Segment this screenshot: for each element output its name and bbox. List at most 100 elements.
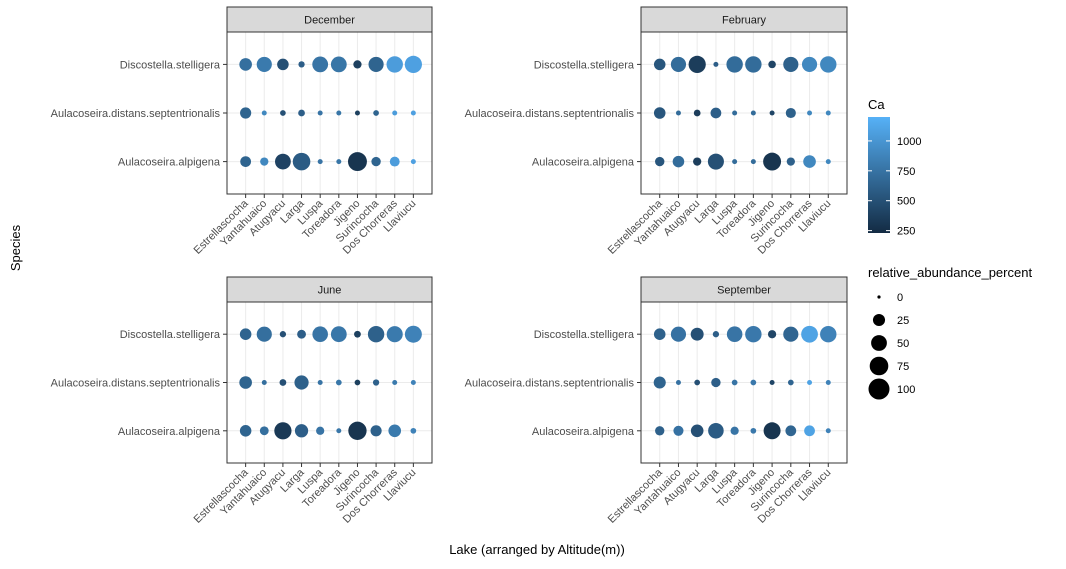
- data-point: [312, 56, 329, 73]
- y-tick-label: Aulacoseira.alpigena: [118, 157, 221, 169]
- data-point: [820, 326, 837, 343]
- data-point: [712, 331, 720, 338]
- data-point: [294, 375, 309, 390]
- data-point: [786, 157, 795, 166]
- size-legend-key: [877, 295, 881, 299]
- facet-title: February: [722, 15, 767, 27]
- y-tick-label: Aulacoseira.distans.septentrionalis: [51, 108, 221, 120]
- data-point: [745, 326, 762, 343]
- color-bar: [868, 117, 890, 233]
- y-tick-label: Aulacoseira.alpigena: [532, 426, 635, 438]
- data-point: [787, 379, 794, 386]
- data-point: [710, 107, 722, 119]
- y-axis-title: Species: [8, 224, 23, 271]
- data-point: [750, 427, 757, 434]
- data-point: [389, 156, 400, 167]
- data-point: [239, 58, 252, 71]
- data-point: [410, 427, 417, 434]
- data-point: [316, 426, 325, 435]
- data-point: [688, 55, 706, 74]
- data-point: [783, 326, 799, 342]
- data-point: [410, 110, 416, 116]
- data-point: [670, 56, 687, 72]
- color-bar-label: 250: [897, 226, 915, 238]
- data-point: [655, 426, 665, 436]
- facet-february: February Discostella.stelligera Aulacoseir…: [465, 6, 848, 257]
- data-point: [750, 110, 756, 116]
- data-point: [317, 159, 323, 165]
- data-point: [804, 425, 815, 437]
- data-point: [367, 326, 385, 343]
- data-point: [370, 425, 382, 437]
- data-point: [353, 60, 362, 69]
- data-point: [707, 153, 724, 170]
- data-point: [713, 61, 719, 67]
- data-point: [256, 326, 272, 342]
- data-point: [768, 60, 776, 69]
- y-tick-label: Aulacoseira.distans.septentrionalis: [465, 108, 635, 120]
- data-point: [371, 156, 381, 167]
- data-point: [745, 56, 762, 73]
- color-bar-label: 750: [897, 166, 915, 178]
- facet-strip: [226, 6, 433, 33]
- y-tick-label: Discostella.stelligera: [534, 329, 635, 341]
- data-point: [373, 110, 379, 116]
- data-point: [410, 380, 416, 385]
- color-bar-label: 500: [897, 196, 915, 208]
- data-point: [731, 379, 738, 386]
- data-point: [404, 55, 422, 74]
- data-point: [298, 61, 305, 68]
- data-point: [690, 424, 704, 438]
- facet-title: December: [304, 15, 355, 27]
- data-point: [820, 56, 837, 73]
- data-point: [240, 156, 252, 167]
- size-legend-key: [869, 356, 889, 376]
- data-point: [317, 380, 323, 385]
- data-point: [785, 425, 797, 437]
- data-point: [354, 330, 361, 338]
- data-point: [392, 380, 398, 385]
- data-point: [750, 159, 756, 165]
- data-point: [825, 428, 831, 434]
- data-point: [347, 152, 367, 172]
- y-tick-label: Discostella.stelligera: [120, 329, 221, 341]
- size-legend-label: 75: [897, 361, 909, 373]
- data-point: [388, 424, 402, 438]
- data-point: [312, 326, 328, 342]
- data-point: [708, 423, 724, 439]
- size-legend-key: [868, 378, 890, 400]
- data-point: [259, 426, 269, 436]
- size-legend-label: 100: [897, 384, 915, 396]
- data-point: [386, 326, 403, 343]
- data-point: [675, 110, 681, 116]
- data-point: [294, 424, 309, 438]
- data-point: [807, 380, 813, 385]
- data-point: [767, 330, 777, 339]
- data-point: [260, 157, 269, 166]
- x-axis-title: Lake (arranged by Altitude(m)): [449, 542, 625, 557]
- data-point: [280, 110, 286, 116]
- data-point: [274, 422, 292, 440]
- color-legend-title: Ca: [868, 97, 885, 112]
- facet-strip: [640, 276, 848, 303]
- size-legend-label: 50: [897, 338, 909, 350]
- data-point: [392, 110, 398, 116]
- data-point: [317, 110, 323, 116]
- data-point: [801, 325, 818, 343]
- data-point: [783, 56, 799, 72]
- data-point: [336, 110, 342, 116]
- data-point: [732, 110, 738, 116]
- data-point: [261, 380, 267, 385]
- data-point: [335, 379, 342, 386]
- data-point: [693, 157, 702, 166]
- data-point: [239, 376, 252, 389]
- data-point: [298, 109, 305, 117]
- size-legend-label: 0: [897, 292, 903, 304]
- data-point: [730, 426, 739, 435]
- color-bar-label: 1000: [897, 136, 921, 148]
- data-point: [825, 110, 831, 116]
- data-point: [348, 421, 367, 440]
- data-point: [711, 377, 721, 388]
